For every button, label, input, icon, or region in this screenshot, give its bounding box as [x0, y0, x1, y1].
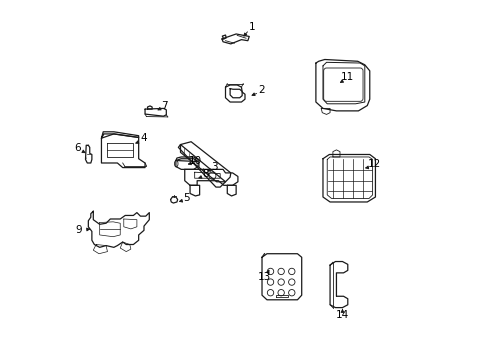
Text: 14: 14 — [336, 310, 349, 320]
Text: 8: 8 — [203, 168, 209, 179]
Text: 13: 13 — [258, 273, 271, 283]
Text: 1: 1 — [249, 22, 255, 32]
Text: 7: 7 — [161, 100, 168, 111]
Text: 3: 3 — [212, 162, 218, 171]
Text: 6: 6 — [74, 143, 81, 153]
Text: 4: 4 — [141, 133, 147, 143]
Text: 11: 11 — [341, 72, 354, 82]
Text: 12: 12 — [368, 159, 381, 169]
Text: 2: 2 — [259, 85, 265, 95]
Text: 9: 9 — [75, 225, 82, 235]
Text: 10: 10 — [189, 156, 202, 166]
Text: 5: 5 — [183, 193, 190, 203]
